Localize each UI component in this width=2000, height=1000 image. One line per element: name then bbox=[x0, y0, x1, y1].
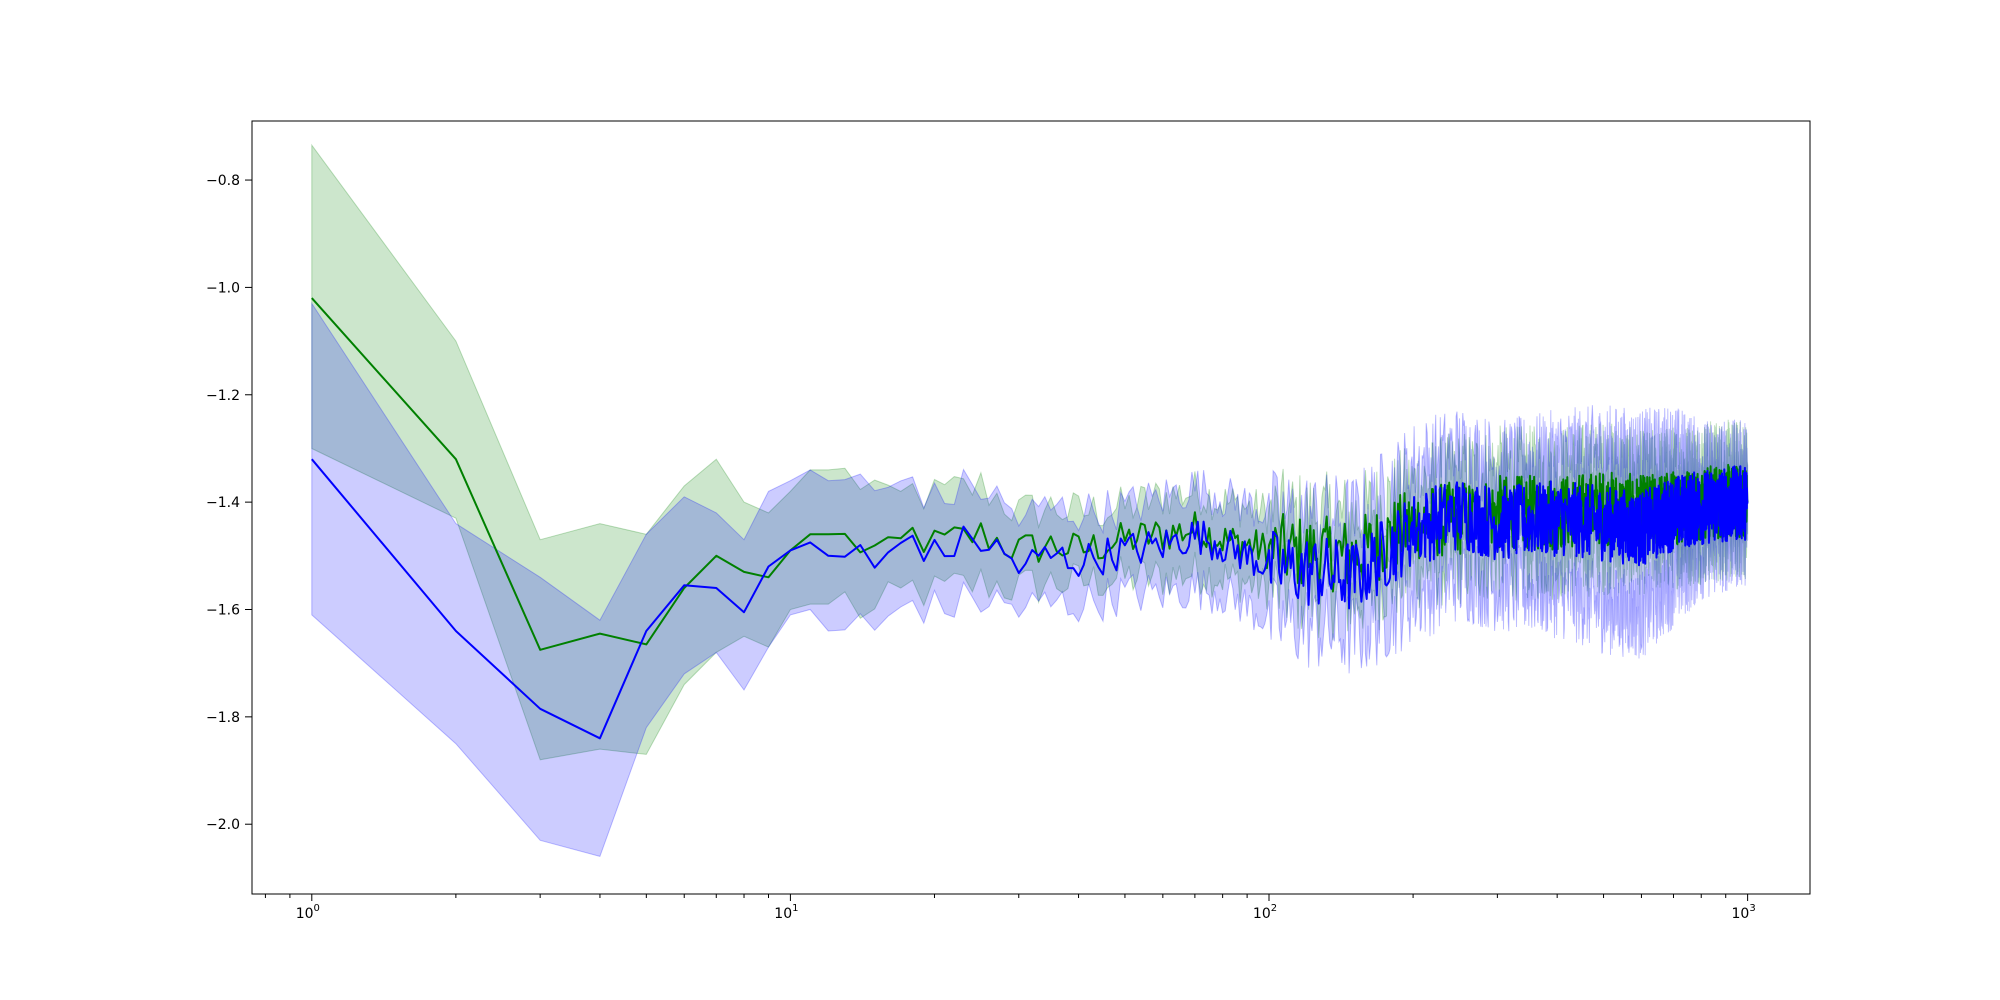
x-tick-label: 102 bbox=[1253, 903, 1277, 922]
y-tick-label: −1.2 bbox=[206, 388, 240, 404]
y-tick-label: −1.6 bbox=[206, 602, 240, 618]
y-tick-label: −1.4 bbox=[206, 495, 240, 511]
series-2-band bbox=[311, 301, 1749, 858]
x-tick-label: 100 bbox=[296, 903, 320, 922]
x-axis: 100 101 102 103 bbox=[264, 894, 1756, 922]
y-tick-label: −1.8 bbox=[206, 710, 240, 726]
x-tick-label: 103 bbox=[1732, 903, 1756, 922]
series-lines bbox=[311, 297, 1749, 740]
y-tick-label: −2.0 bbox=[206, 817, 240, 833]
y-tick-label: −0.8 bbox=[206, 173, 240, 189]
series-2-line bbox=[311, 458, 1749, 740]
axes-frame bbox=[251, 120, 1811, 895]
y-tick-label: −1.0 bbox=[206, 280, 240, 296]
x-tick-label: 101 bbox=[774, 903, 798, 922]
y-axis: −0.8 −1.0 −1.2 −1.4 −1.6 −1.8 −2.0 bbox=[206, 173, 252, 833]
